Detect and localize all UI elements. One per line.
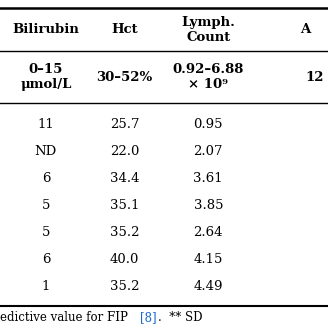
- Text: 4.15: 4.15: [194, 253, 223, 266]
- Text: Lymph.
Count: Lymph. Count: [181, 15, 235, 44]
- Text: 3.85: 3.85: [194, 199, 223, 212]
- Text: ND: ND: [35, 145, 57, 158]
- Text: 1: 1: [42, 280, 50, 293]
- Text: edictive value for FIP: edictive value for FIP: [0, 311, 132, 324]
- Text: 4.49: 4.49: [194, 280, 223, 293]
- Text: .  ** SD: . ** SD: [158, 311, 202, 324]
- Text: 5: 5: [42, 226, 50, 239]
- Text: 0.95: 0.95: [194, 118, 223, 132]
- Text: 35.2: 35.2: [110, 226, 139, 239]
- Text: 35.1: 35.1: [110, 199, 139, 212]
- Text: 0–15
μmol/L: 0–15 μmol/L: [20, 63, 72, 91]
- Text: 34.4: 34.4: [110, 172, 139, 185]
- Text: 5: 5: [42, 199, 50, 212]
- Text: 22.0: 22.0: [110, 145, 139, 158]
- Text: 12: 12: [305, 71, 323, 84]
- Text: 6: 6: [42, 172, 50, 185]
- Text: 30–52%: 30–52%: [96, 71, 153, 84]
- Text: 35.2: 35.2: [110, 280, 139, 293]
- Text: 6: 6: [42, 253, 50, 266]
- Text: 0.92–6.88
× 10⁹: 0.92–6.88 × 10⁹: [173, 63, 244, 91]
- Text: 11: 11: [37, 118, 54, 132]
- Text: Bilirubin: Bilirubin: [12, 23, 79, 36]
- Text: A: A: [300, 23, 310, 36]
- Text: 25.7: 25.7: [110, 118, 139, 132]
- Text: 40.0: 40.0: [110, 253, 139, 266]
- Text: 2.07: 2.07: [194, 145, 223, 158]
- Text: [8]: [8]: [140, 311, 156, 324]
- Text: Hct: Hct: [111, 23, 138, 36]
- Text: 3.61: 3.61: [194, 172, 223, 185]
- Text: 2.64: 2.64: [194, 226, 223, 239]
